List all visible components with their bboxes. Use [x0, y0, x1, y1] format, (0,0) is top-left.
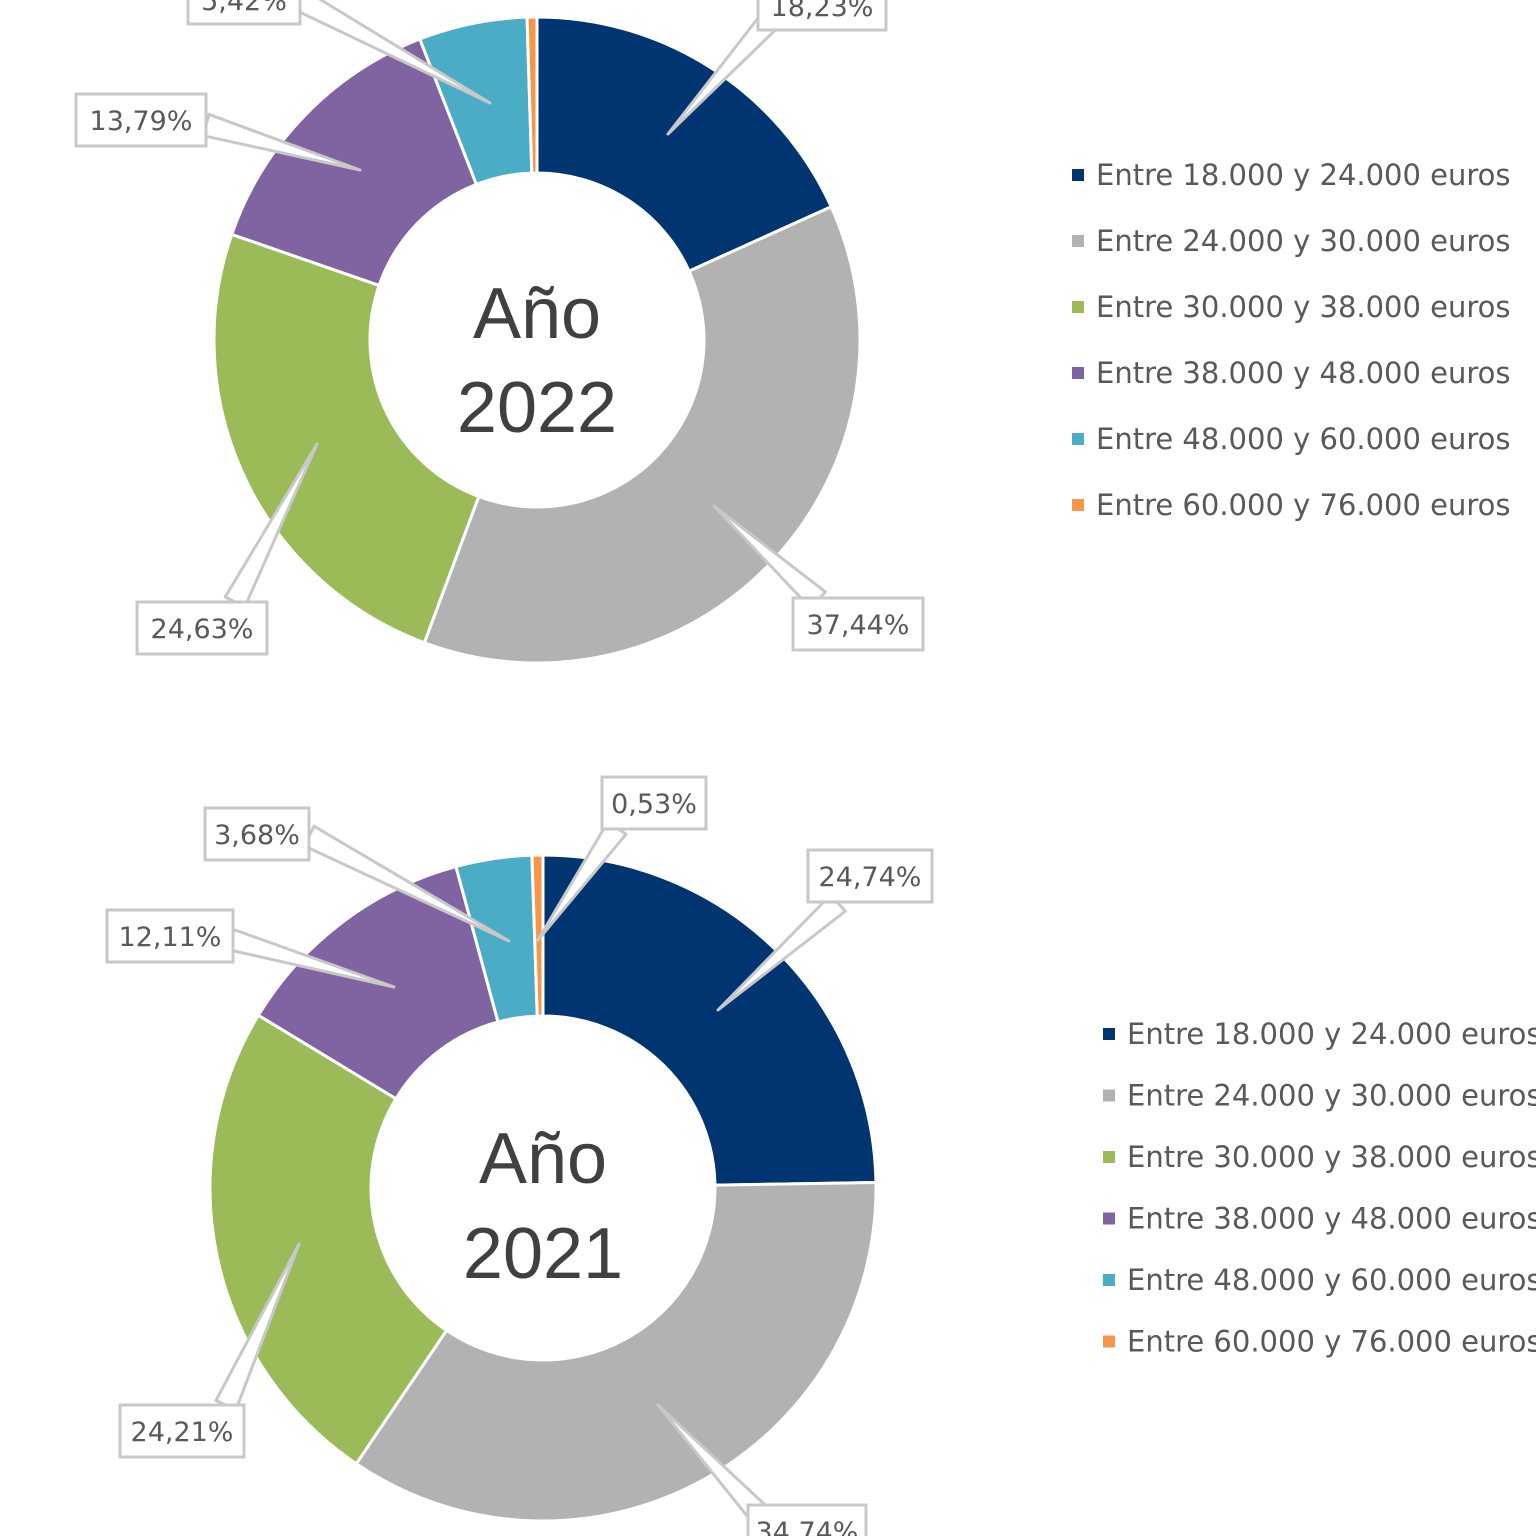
callout-box [118, 1403, 246, 1459]
legend-swatch [1103, 1151, 1115, 1163]
legend: Entre 18.000 y 24.000 euros Entre 24.000 … [1072, 158, 1511, 522]
legend-swatch [1103, 1274, 1115, 1286]
data-label: 13,79% [90, 106, 193, 137]
data-label: 0,53% [611, 789, 697, 820]
legend: Entre 18.000 y 24.000 euros Entre 24.000 … [1103, 1017, 1536, 1359]
data-label: 24,63% [151, 614, 254, 645]
callout-box [756, 0, 888, 32]
legend-label: Entre 48.000 y 60.000 euros [1096, 422, 1511, 456]
donut-slice [208, 1013, 449, 1466]
data-label: 18,23% [771, 0, 874, 23]
callout-box [806, 848, 934, 904]
legend-swatch [1103, 1089, 1115, 1102]
data-label: 24,74% [819, 862, 922, 893]
donut-chart-2021: Año 2021 24,74% 34,74% 24,21% 12,11% 3,68% 0,53… [105, 775, 1536, 1536]
legend-swatch [1072, 301, 1084, 313]
donut-slice [541, 853, 878, 1187]
callout-box [74, 92, 208, 148]
data-label: 34,74% [756, 1517, 859, 1536]
callout-leader [293, 0, 492, 105]
legend-swatch [1072, 499, 1084, 511]
callout-box [186, 0, 302, 26]
data-label: 24,21% [131, 1417, 234, 1448]
callout-box [135, 600, 269, 656]
legend-label: Entre 60.000 y 76.000 euros [1127, 1325, 1536, 1359]
center-label: Año [473, 274, 601, 354]
center-label: 2022 [457, 368, 617, 448]
donut-slice [422, 204, 862, 665]
legend-swatch [1072, 169, 1084, 181]
data-label: 12,11% [119, 922, 222, 953]
legend-swatch [1072, 235, 1084, 247]
donut-slice [212, 232, 481, 645]
legend-swatch [1103, 1335, 1115, 1348]
legend-swatch [1103, 1028, 1115, 1040]
legend-label: Entre 48.000 y 60.000 euros [1127, 1263, 1536, 1297]
legend-swatch [1103, 1212, 1115, 1225]
legend-label: Entre 24.000 y 30.000 euros [1127, 1079, 1536, 1113]
callout-box [105, 908, 235, 964]
donut-slice [525, 15, 539, 175]
legend-label: Entre 30.000 y 38.000 euros [1127, 1140, 1536, 1174]
legend-swatch [1072, 433, 1084, 445]
data-label: 5,42% [201, 0, 287, 17]
legend-label: Entre 38.000 y 48.000 euros [1096, 356, 1511, 390]
data-label: 3,68% [214, 820, 300, 851]
data-label: 37,44% [807, 610, 910, 641]
donut-slice [354, 1180, 878, 1523]
legend-label: Entre 60.000 y 76.000 euros [1096, 488, 1511, 522]
legend-swatch [1072, 367, 1084, 379]
center-label: 2021 [463, 1214, 623, 1294]
callout-box [791, 596, 925, 652]
legend-label: Entre 18.000 y 24.000 euros [1096, 158, 1511, 192]
legend-label: Entre 24.000 y 30.000 euros [1096, 224, 1511, 258]
donut-slice [229, 37, 479, 288]
donut-slice [535, 15, 834, 274]
donut-chart-2022: Año 2022 18,23% 37,44% 24,63% 13,79% 5,42% Entr… [74, 0, 1511, 665]
callout-box [600, 775, 708, 831]
legend-label: Entre 30.000 y 38.000 euros [1096, 290, 1511, 324]
donut-slice [530, 853, 545, 1018]
legend-label: Entre 38.000 y 48.000 euros [1127, 1202, 1536, 1236]
center-label: Año [479, 1119, 607, 1199]
callout-box [746, 1503, 868, 1536]
legend-label: Entre 18.000 y 24.000 euros [1127, 1017, 1536, 1051]
callout-box [203, 806, 311, 862]
